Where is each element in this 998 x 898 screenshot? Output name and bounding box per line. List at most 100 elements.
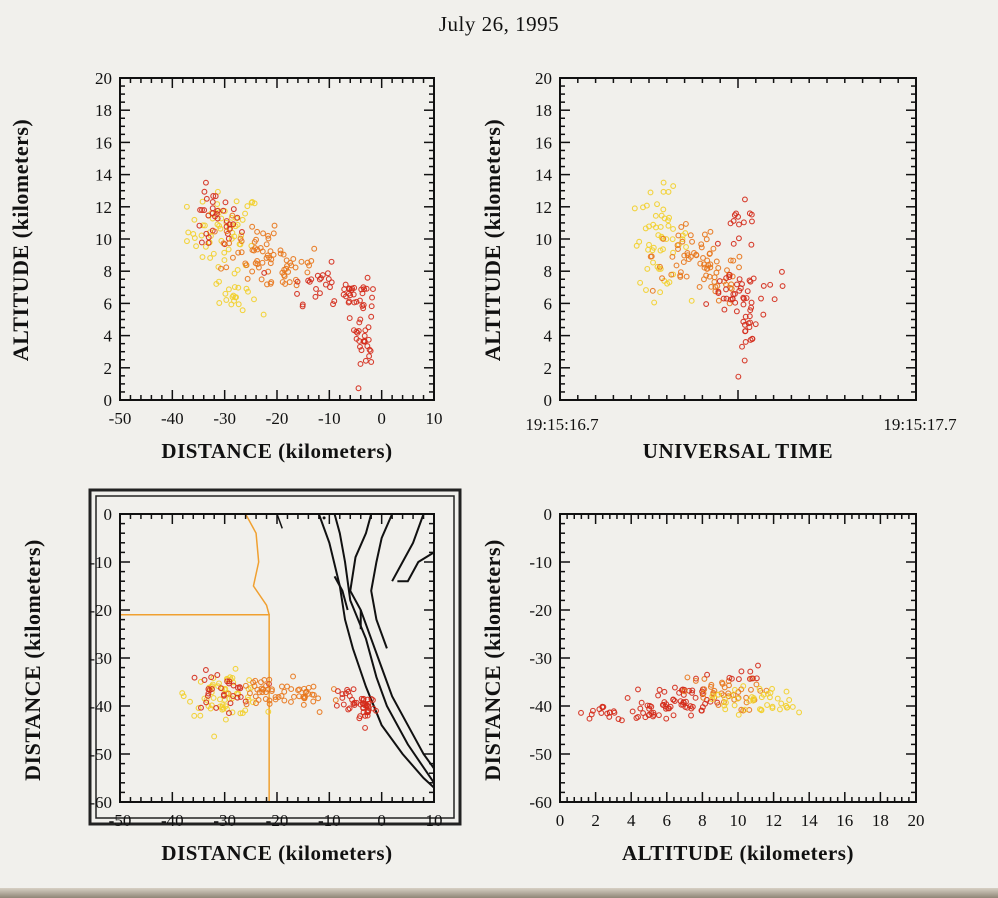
lightning-source-point: [246, 690, 253, 697]
lightning-source-point: [707, 261, 714, 268]
lightning-source-point: [265, 708, 272, 715]
x-tick-label: -10: [318, 811, 341, 830]
y-tick-label: -40: [529, 697, 552, 716]
lightning-source-point: [345, 706, 352, 713]
lightning-source-point: [726, 682, 732, 689]
lightning-source-point: [738, 706, 745, 713]
lightning-source-point: [660, 235, 667, 242]
lightning-source-point: [288, 686, 295, 693]
lightning-source-point: [346, 705, 353, 712]
lightning-source-point: [346, 315, 353, 322]
lightning-source-point: [779, 283, 786, 289]
y-tick-label: 8: [104, 262, 113, 281]
lightning-source-point: [740, 219, 747, 226]
lightning-source-point: [708, 283, 715, 290]
lightning-source-point: [205, 690, 212, 697]
lightning-source-point: [741, 357, 748, 364]
lightning-source-point: [228, 301, 235, 308]
lightning-source-point: [267, 248, 274, 255]
y-tick-label: 16: [95, 133, 112, 152]
lightning-source-point: [670, 696, 677, 703]
lightning-source-point: [317, 290, 323, 297]
coast-line: [391, 513, 425, 582]
lightning-source-point: [723, 286, 729, 293]
lightning-source-point: [259, 259, 266, 266]
lightning-source-point: [716, 278, 723, 285]
lightning-source-point: [216, 680, 222, 687]
lightning-source-point: [713, 269, 720, 276]
lightning-source-point: [292, 264, 299, 271]
lightning-source-point: [285, 268, 292, 275]
lightning-source-point: [282, 281, 289, 287]
lightning-source-point: [669, 253, 676, 260]
coast-line: [397, 551, 435, 583]
x-tick-label: 10: [426, 811, 443, 830]
lightning-source-point: [266, 697, 273, 704]
lightning-source-point: [327, 284, 333, 291]
lightning-source-point: [752, 321, 759, 328]
lightning-source-point: [615, 716, 622, 722]
lightning-source-point: [345, 299, 352, 306]
lightning-source-point: [358, 347, 365, 354]
lightning-source-point: [304, 259, 311, 266]
lightning-source-point: [360, 700, 367, 707]
lightning-source-point: [638, 699, 645, 706]
lightning-source-point: [179, 690, 186, 697]
lightning-source-point: [629, 708, 636, 715]
lightning-source-point: [664, 280, 671, 287]
lightning-source-point: [258, 276, 265, 283]
lightning-source-point: [300, 701, 307, 708]
lightning-source-point: [225, 235, 232, 242]
lightning-source-point: [308, 276, 315, 283]
x-tick-label: 14: [801, 811, 819, 830]
lightning-source-point: [191, 674, 198, 681]
lightning-source-point: [211, 228, 218, 235]
lightning-source-point: [266, 254, 273, 261]
lightning-source-point: [756, 685, 763, 692]
lightning-source-point: [300, 693, 307, 700]
lightning-source-point: [714, 240, 721, 247]
lightning-source-point: [366, 346, 373, 353]
lightning-source-point: [624, 694, 631, 701]
y-tick-label: 20: [95, 69, 112, 88]
lightning-source-point: [771, 296, 778, 303]
lightning-source-point: [365, 703, 372, 710]
lightning-source-point: [364, 712, 371, 719]
lightning-source-point: [213, 281, 220, 287]
lightning-source-point: [316, 276, 323, 283]
lightning-source-point: [637, 705, 644, 712]
lightning-source-point: [219, 702, 226, 709]
lightning-source-point: [252, 260, 259, 267]
lightning-source-point: [750, 695, 757, 701]
lightning-source-point: [599, 703, 606, 710]
lightning-source-point: [689, 689, 695, 696]
x-tick-label: 0: [377, 811, 386, 830]
lightning-source-point: [643, 287, 649, 293]
lightning-source-point: [679, 238, 686, 245]
lightning-source-point: [742, 339, 749, 345]
lightning-source-point: [703, 301, 710, 308]
y-tick-label: 0: [104, 391, 113, 410]
lightning-source-point: [220, 240, 227, 247]
lightning-source-point: [657, 289, 664, 296]
lightning-source-point: [368, 303, 375, 310]
lightning-source-point: [281, 273, 288, 280]
lightning-source-point: [281, 688, 288, 695]
lightning-source-point: [252, 693, 259, 700]
lightning-source-point: [760, 311, 767, 318]
lightning-source-point: [229, 675, 236, 681]
lightning-source-point: [259, 689, 266, 696]
lightning-source-point: [239, 216, 246, 223]
lightning-source-point: [290, 256, 297, 262]
lightning-source-point: [778, 700, 785, 707]
lightning-source-point: [331, 298, 338, 305]
plot-frame: [119, 513, 435, 803]
lightning-source-point: [310, 683, 317, 690]
panel-distance-vs-distance-map: -50 -40 -30 -20 -10 0 10-60-50-40-30-20-100DIS…: [20, 505, 443, 865]
lightning-source-point: [209, 205, 216, 212]
lightning-source-point: [670, 712, 677, 719]
lightning-source-point: [707, 228, 714, 235]
lightning-source-point: [242, 698, 249, 705]
lightning-source-point: [676, 689, 683, 696]
lightning-source-point: [232, 665, 239, 672]
